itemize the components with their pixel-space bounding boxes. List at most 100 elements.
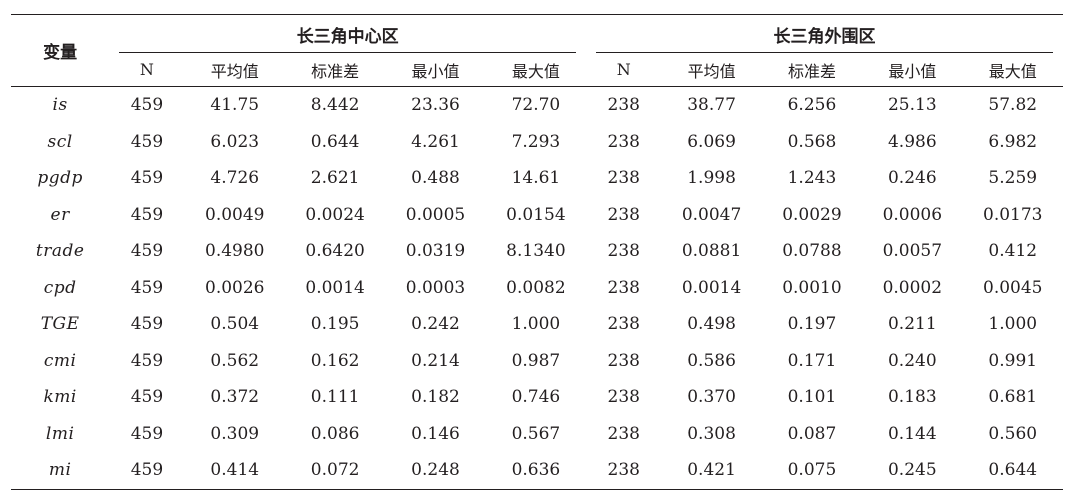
value-cell: 0.0014 bbox=[305, 277, 365, 298]
value-cell: 4.986 bbox=[887, 131, 937, 152]
value-cell: 0.308 bbox=[687, 423, 736, 444]
value-cell: 0.072 bbox=[284, 452, 386, 490]
value-cell: 0.0082 bbox=[506, 277, 566, 298]
table-row: kmi 459 0.372 0.111 0.182 0.746 238 0.370 0.101 0… bbox=[11, 379, 1063, 416]
value-cell: 0.162 bbox=[310, 350, 360, 371]
value-cell: 0.636 bbox=[485, 452, 587, 490]
value-cell: 0.0014 bbox=[681, 277, 742, 298]
value-cell: 459 bbox=[130, 131, 164, 152]
col-header-n: N bbox=[586, 53, 662, 87]
value-cell: 0.075 bbox=[761, 452, 863, 490]
value-cell: 459 bbox=[130, 314, 164, 335]
value-cell: 0.562 bbox=[210, 350, 260, 371]
value-cell: 0.681 bbox=[988, 387, 1038, 408]
variable-name-cell: pgdp bbox=[37, 168, 83, 189]
value-cell: 0.4980 bbox=[205, 241, 265, 262]
col-header-mean: 平均值 bbox=[661, 53, 762, 87]
value-cell: 38.77 bbox=[687, 95, 736, 116]
value-cell: 0.195 bbox=[310, 314, 360, 335]
variable-name-cell: mi bbox=[11, 452, 110, 490]
value-cell: 0.414 bbox=[184, 452, 285, 490]
value-cell: 0.214 bbox=[411, 350, 460, 371]
value-cell: 238 bbox=[607, 204, 640, 225]
value-cell: 238 bbox=[607, 314, 640, 335]
col-header-n: N bbox=[109, 53, 185, 87]
col-header-max: 最大值 bbox=[485, 53, 587, 87]
value-cell: 41.75 bbox=[210, 95, 260, 116]
value-cell: 5.259 bbox=[988, 168, 1038, 189]
value-cell: 0.421 bbox=[661, 452, 762, 490]
group-header-center-region: 长三角中心区 bbox=[109, 15, 586, 53]
group-header-periphery-region: 长三角外围区 bbox=[586, 15, 1063, 53]
table-row: TGE 459 0.504 0.195 0.242 1.000 238 0.498 0.197 0… bbox=[11, 306, 1063, 343]
value-cell: 0.0047 bbox=[681, 204, 742, 225]
value-cell: 238 bbox=[607, 168, 640, 189]
variable-name-cell: scl bbox=[47, 131, 73, 152]
value-cell: 459 bbox=[130, 423, 164, 444]
value-cell: 8.1340 bbox=[506, 241, 566, 262]
value-cell: 0.0881 bbox=[681, 241, 742, 262]
value-cell: 0.567 bbox=[511, 423, 561, 444]
value-cell: 25.13 bbox=[887, 95, 937, 116]
value-cell: 459 bbox=[130, 350, 164, 371]
value-cell: 0.197 bbox=[787, 314, 837, 335]
variable-name-cell: TGE bbox=[40, 314, 80, 335]
value-cell: 459 bbox=[130, 168, 164, 189]
value-cell: 0.0010 bbox=[782, 277, 842, 298]
value-cell: 1.243 bbox=[787, 168, 837, 189]
value-cell: 0.086 bbox=[310, 423, 360, 444]
descriptive-statistics-table: 变量 长三角中心区 长三角外围区 N 平均值 标准差 最小值 最大值 N 平均值… bbox=[11, 14, 1063, 490]
value-cell: 0.568 bbox=[787, 131, 837, 152]
value-cell: 0.560 bbox=[988, 423, 1038, 444]
value-cell: 2.621 bbox=[310, 168, 360, 189]
table-header: 变量 长三角中心区 长三角外围区 N 平均值 标准差 最小值 最大值 N 平均值… bbox=[11, 14, 1063, 87]
value-cell: 8.442 bbox=[310, 95, 360, 116]
table-row: pgdp 459 4.726 2.621 0.488 14.61 238 1.998 1.243… bbox=[11, 160, 1063, 197]
value-cell: 0.0154 bbox=[506, 204, 566, 225]
value-cell: 238 bbox=[607, 277, 640, 298]
value-cell: 6.256 bbox=[787, 95, 837, 116]
value-cell: 459 bbox=[130, 241, 164, 262]
value-cell: 6.069 bbox=[687, 131, 736, 152]
value-cell: 0.498 bbox=[687, 314, 736, 335]
value-cell: 0.0788 bbox=[782, 241, 842, 262]
value-cell: 0.111 bbox=[310, 387, 360, 408]
value-cell: 0.242 bbox=[411, 314, 460, 335]
value-cell: 0.0173 bbox=[983, 204, 1043, 225]
value-cell: 57.82 bbox=[988, 95, 1038, 116]
descriptive-statistics-table-container: 变量 长三角中心区 长三角外围区 N 平均值 标准差 最小值 最大值 N 平均值… bbox=[11, 14, 1063, 490]
group-title: 长三角中心区 bbox=[296, 26, 399, 47]
value-cell: 459 bbox=[109, 452, 185, 490]
table-row: lmi 459 0.309 0.086 0.146 0.567 238 0.308 0.087 0… bbox=[11, 416, 1063, 453]
value-cell: 0.372 bbox=[210, 387, 260, 408]
group-underline bbox=[596, 52, 1053, 53]
value-cell: 4.726 bbox=[210, 168, 260, 189]
col-header-min: 最小值 bbox=[862, 53, 963, 87]
variable-name-cell: cpd bbox=[43, 277, 77, 298]
value-cell: 0.0045 bbox=[983, 277, 1043, 298]
value-cell: 0.245 bbox=[862, 452, 963, 490]
value-cell: 23.36 bbox=[411, 95, 460, 116]
table-row: scl 459 6.023 0.644 4.261 7.293 238 6.069 0.568 4… bbox=[11, 124, 1063, 161]
value-cell: 0.586 bbox=[687, 350, 736, 371]
value-cell: 0.211 bbox=[887, 314, 937, 335]
variable-name-cell: lmi bbox=[45, 423, 75, 444]
value-cell: 0.101 bbox=[787, 387, 837, 408]
variable-name-cell: kmi bbox=[43, 387, 77, 408]
value-cell: 0.504 bbox=[210, 314, 260, 335]
table-row: is 459 41.75 8.442 23.36 72.70 238 38.77 6.256 25… bbox=[11, 87, 1063, 124]
value-cell: 0.488 bbox=[411, 168, 460, 189]
value-cell: 6.023 bbox=[210, 131, 260, 152]
value-cell: 459 bbox=[130, 204, 164, 225]
value-cell: 238 bbox=[607, 350, 640, 371]
value-cell: 0.144 bbox=[887, 423, 937, 444]
table-row: mi 459 0.414 0.072 0.248 0.636 238 0.421 0.075 0.… bbox=[11, 452, 1063, 490]
table-row: cpd 459 0.0026 0.0014 0.0003 0.0082 238 0.0014 0… bbox=[11, 270, 1063, 307]
value-cell: 0.0002 bbox=[882, 277, 943, 298]
table-row: cmi 459 0.562 0.162 0.214 0.987 238 0.586 0.171 0… bbox=[11, 343, 1063, 380]
value-cell: 0.171 bbox=[787, 350, 837, 371]
value-cell: 1.000 bbox=[511, 314, 561, 335]
group-underline bbox=[119, 52, 577, 53]
value-cell: 0.987 bbox=[511, 350, 561, 371]
value-cell: 459 bbox=[130, 277, 164, 298]
